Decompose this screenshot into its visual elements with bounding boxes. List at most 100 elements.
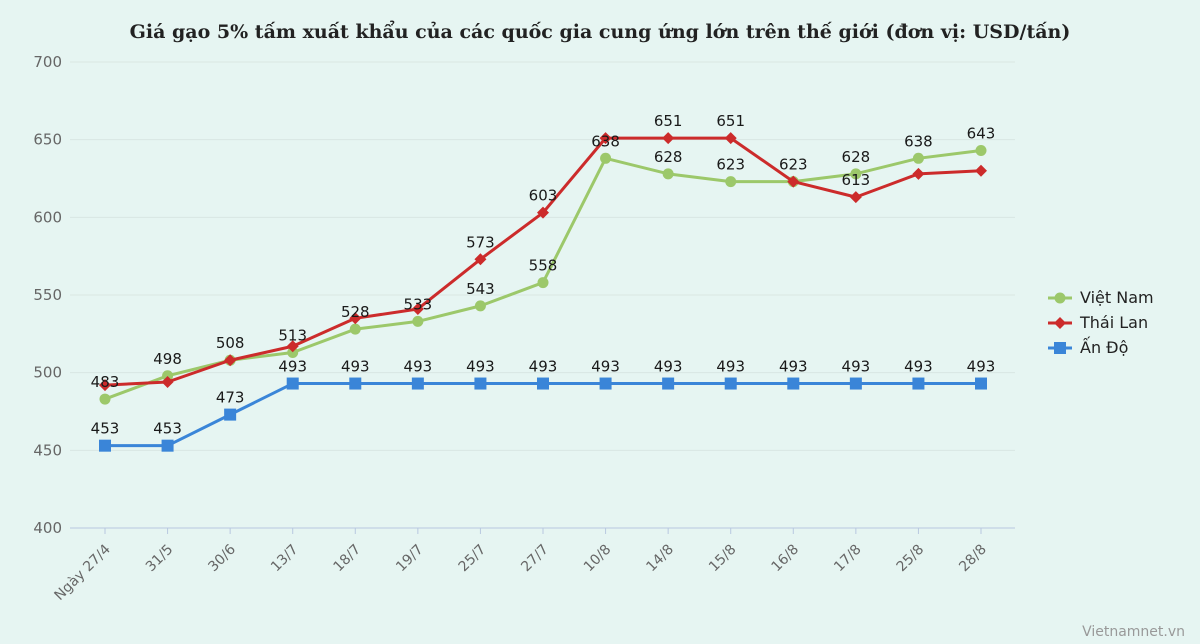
data-labels: 483 498 508 513 528 533 543 573 558 603 638 651 628 6… (91, 112, 996, 438)
data-label: 473 (216, 389, 245, 407)
x-tick-label: 30/6 (205, 541, 239, 575)
data-point (787, 377, 800, 390)
y-tick-label: 700 (33, 53, 62, 71)
data-point (850, 168, 862, 180)
data-point (849, 191, 862, 204)
data-point (99, 393, 111, 405)
data-label: 493 (341, 358, 370, 376)
data-point (224, 408, 237, 421)
data-point (724, 132, 737, 145)
data-label: 543 (466, 280, 495, 298)
data-point (787, 175, 800, 188)
series-group (99, 132, 987, 452)
data-point (537, 206, 549, 219)
data-point (662, 168, 674, 180)
data-label: 643 (967, 125, 996, 143)
legend-label[interactable]: Việt Nam (1080, 288, 1154, 307)
legend-label[interactable]: Thái Lan (1079, 313, 1148, 332)
data-point (99, 439, 111, 452)
data-label: 483 (91, 373, 120, 391)
data-label: 493 (716, 358, 745, 376)
x-tick-label: 28/8 (956, 542, 990, 576)
data-point (287, 346, 299, 358)
data-point (99, 379, 111, 392)
source-credit: Vietnamnet.vn (1082, 624, 1185, 640)
x-tick-label: 27/7 (518, 542, 552, 576)
data-label: 638 (904, 132, 933, 150)
x-tick-label: 16/8 (769, 542, 803, 576)
x-tick-label: 18/7 (331, 542, 365, 576)
grid (70, 61, 1015, 529)
data-point (725, 176, 737, 188)
data-label: 453 (153, 420, 182, 438)
data-point (474, 377, 487, 390)
data-label: 533 (404, 295, 433, 313)
x-tick-label: 31/5 (143, 542, 177, 576)
data-label: 573 (466, 233, 495, 251)
data-point (662, 377, 675, 390)
data-label: 493 (842, 358, 871, 376)
x-tick-label: 10/8 (581, 542, 615, 576)
data-label: 493 (779, 358, 808, 376)
x-tick-label: 17/8 (831, 542, 865, 576)
x-tick-label: 25/8 (894, 542, 928, 576)
data-point (912, 152, 924, 164)
legend: Việt Nam Thái Lan Ấn Độ (1048, 288, 1154, 357)
data-point (349, 323, 361, 335)
legend-marker (1054, 292, 1066, 304)
data-point (161, 439, 174, 452)
data-point (912, 377, 925, 390)
y-tick-label: 500 (33, 364, 62, 382)
legend-marker (1054, 342, 1066, 354)
data-label: 558 (529, 257, 558, 275)
data-point (474, 300, 486, 312)
y-tick-label: 550 (33, 286, 62, 304)
data-point (849, 377, 862, 390)
data-point (975, 145, 987, 157)
data-point (474, 253, 487, 266)
legend-label[interactable]: Ấn Độ (1080, 336, 1128, 357)
data-label: 638 (591, 132, 620, 150)
data-point (912, 167, 925, 180)
data-point (411, 302, 424, 315)
data-point (975, 164, 987, 177)
data-label: 508 (216, 334, 245, 352)
data-label: 493 (654, 358, 683, 376)
data-label: 651 (654, 112, 683, 130)
y-axis: 400 450 500 550 600 650 700 (33, 53, 62, 537)
x-tick-label: Ngày 27/4 (52, 541, 114, 603)
data-point (599, 132, 612, 145)
data-label: 493 (904, 358, 933, 376)
x-tick-label: 15/8 (706, 542, 740, 576)
data-label: 623 (779, 156, 808, 174)
data-point (161, 375, 174, 388)
y-tick-label: 650 (33, 131, 62, 149)
data-label: 493 (466, 358, 495, 376)
data-label: 628 (654, 148, 683, 166)
data-point (411, 377, 424, 390)
data-label: 528 (341, 303, 370, 321)
legend-marker (1054, 317, 1066, 329)
data-point (162, 370, 174, 382)
data-point (537, 277, 549, 289)
data-point (724, 377, 737, 390)
data-label: 498 (153, 350, 182, 368)
data-point (662, 132, 675, 145)
data-label: 623 (716, 156, 745, 174)
data-point (286, 340, 299, 353)
data-label: 613 (842, 171, 871, 189)
data-label: 493 (278, 358, 307, 376)
data-point (599, 377, 612, 390)
data-label: 493 (529, 358, 558, 376)
data-label: 453 (91, 420, 120, 438)
data-point (537, 377, 549, 390)
x-tick-label: 19/7 (393, 542, 427, 576)
data-point (349, 377, 362, 390)
y-tick-label: 600 (33, 208, 62, 226)
data-label: 493 (591, 358, 620, 376)
data-point (224, 354, 237, 367)
data-label: 493 (967, 358, 996, 376)
data-label: 493 (404, 358, 433, 376)
data-point (412, 315, 424, 327)
chart-title: Giá gạo 5% tấm xuất khẩu của các quốc gi… (130, 19, 1071, 43)
